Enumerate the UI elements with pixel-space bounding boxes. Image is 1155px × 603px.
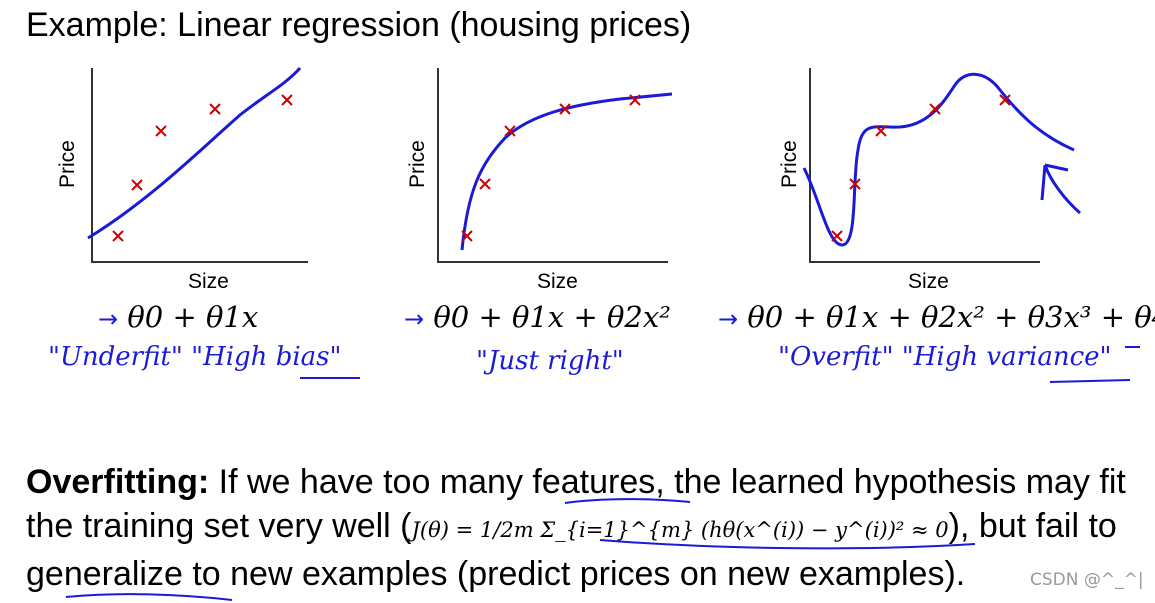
overfitting-term: Overfitting: (26, 463, 210, 501)
fit-curve (460, 92, 673, 251)
x-axis-label: Size (537, 270, 578, 293)
axes (437, 68, 668, 263)
plot-overfit: Size Price (778, 68, 1081, 293)
y-axis-label: Price (778, 140, 801, 188)
arrow-icon: → (98, 305, 119, 333)
arrow-icon: → (404, 305, 425, 333)
arrow-annotation (1040, 163, 1081, 215)
axes (809, 68, 1040, 263)
data-points (831, 94, 1011, 242)
x-axis-label: Size (188, 270, 229, 293)
watermark: CSDN @^_^| (1030, 570, 1144, 590)
data-points (461, 94, 641, 242)
hypothesis-2: → θ0 + θ1x + θ2x² (404, 300, 671, 334)
fit-curve (802, 72, 1075, 247)
data-points (112, 94, 293, 242)
x-axis-label: Size (908, 270, 949, 293)
overfitting-paragraph: Overfitting: If we have too many feature… (26, 460, 1136, 596)
y-axis-label: Price (406, 140, 429, 188)
paragraph-text-1: If we have too many features, the learne… (26, 463, 1126, 545)
cost-equation: J(θ) = 1/2m Σ_{i=1}^{m} (hθ(x^(i)) − y^(… (411, 518, 949, 542)
paragraph-text-2: ), but fail to generalize to new example… (26, 507, 1117, 593)
plot-underfit: Size Price (56, 67, 308, 293)
annotation-overfit: "Overfit" "High variance" (778, 342, 1112, 372)
hypothesis-1: → θ0 + θ1x (98, 300, 259, 334)
y-axis-label: Price (56, 140, 79, 188)
arrow-icon: → (718, 305, 739, 333)
slide-title: Example: Linear regression (housing pric… (26, 6, 692, 44)
plot-just-right: Size Price (406, 68, 673, 293)
annotation-just-right: "Just right" (476, 346, 624, 376)
fit-line (87, 67, 302, 240)
handwritten-underlines (65, 346, 1140, 601)
hypothesis-3: → θ0 + θ1x + θ2x² + θ3x³ + θ4x⁴ (718, 300, 1155, 334)
axes (91, 68, 308, 263)
annotation-underfit: "Underfit" "High bias" (48, 342, 342, 372)
